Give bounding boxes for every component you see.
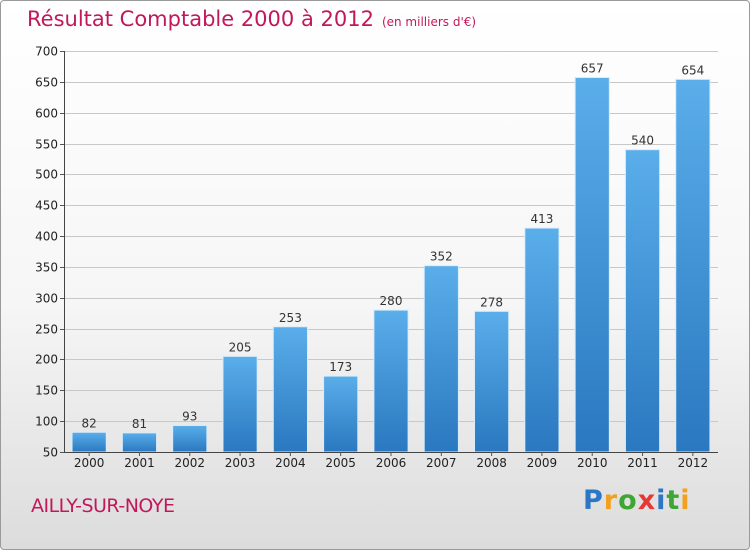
data-label: 205 [229, 340, 252, 354]
x-tick-label: 2011 [627, 456, 658, 470]
bar [423, 265, 459, 453]
proxiti-logo[interactable]: Proxiti [583, 485, 691, 516]
bar [524, 227, 560, 453]
bar-chart: 82 81 93 205 253 173 280 352 278 413 657 540 654 50 1… [35, 45, 718, 470]
bar [222, 355, 258, 453]
x-tick-label: 2006 [376, 456, 407, 470]
data-label: 657 [581, 62, 604, 76]
y-tick-label: 250 [35, 323, 58, 337]
x-tick-label: 2003 [225, 456, 256, 470]
chart-title-block: Résultat Comptable 2000 à 2012 (en millie… [27, 7, 476, 31]
bar-layer: 82 81 93 205 253 173 280 352 278 413 657 540 654 [71, 62, 711, 453]
y-tick-label: 500 [35, 168, 58, 182]
data-label: 278 [480, 295, 503, 309]
bar [675, 78, 711, 453]
data-label: 352 [430, 250, 453, 264]
bar [624, 149, 661, 453]
axis-layer: 50 100 150 200 250 300 350 400 450 500 550 600 650 70… [35, 45, 718, 470]
logo-letter: o [618, 485, 638, 516]
data-label: 540 [631, 134, 654, 148]
data-label: 93 [182, 409, 197, 423]
x-tick-label: 2012 [678, 456, 709, 470]
x-tick-label: 2007 [426, 456, 457, 470]
x-tick-label: 2000 [74, 456, 105, 470]
y-tick-label: 550 [35, 138, 58, 152]
logo-letter: t [666, 485, 681, 516]
y-tick-label: 350 [35, 261, 58, 275]
bar [121, 432, 158, 453]
bar [172, 424, 208, 453]
logo-letter: i [656, 485, 667, 516]
data-label: 173 [329, 360, 352, 374]
chart-title: Résultat Comptable 2000 à 2012 [27, 7, 374, 31]
y-tick-label: 300 [35, 292, 58, 306]
place-name: AILLY-SUR-NOYE [31, 495, 175, 517]
bar [574, 77, 610, 453]
x-tick-label: 2001 [124, 456, 155, 470]
x-tick-label: 2008 [476, 456, 507, 470]
bar [373, 309, 409, 453]
y-tick-label: 50 [43, 446, 58, 460]
logo-letter: r [603, 485, 619, 516]
y-tick-label: 700 [35, 45, 58, 59]
unit-note: (en milliers d'€) [381, 15, 477, 29]
logo-letter: x [637, 485, 657, 516]
y-tick-label: 150 [35, 384, 58, 398]
bar [474, 310, 510, 453]
data-label: 413 [530, 212, 553, 226]
x-tick-label: 2009 [527, 456, 558, 470]
logo-letter: i [680, 485, 691, 516]
y-tick-label: 100 [35, 415, 58, 429]
y-tick-label: 400 [35, 230, 58, 244]
y-tick-label: 450 [35, 199, 58, 213]
x-tick-label: 2005 [325, 456, 356, 470]
x-tick-label: 2004 [275, 456, 306, 470]
bar [71, 431, 107, 453]
bar [323, 375, 359, 453]
data-label: 82 [82, 416, 97, 430]
data-label: 280 [380, 294, 403, 308]
x-tick-label: 2002 [174, 456, 205, 470]
bar [272, 326, 308, 453]
y-tick-label: 200 [35, 353, 58, 367]
data-label: 81 [132, 417, 147, 431]
y-tick-label: 650 [35, 76, 58, 90]
y-tick-label: 600 [35, 107, 58, 121]
data-label: 253 [279, 311, 302, 325]
data-label: 654 [681, 63, 704, 77]
x-tick-label: 2010 [577, 456, 608, 470]
logo-letter: P [583, 485, 604, 516]
